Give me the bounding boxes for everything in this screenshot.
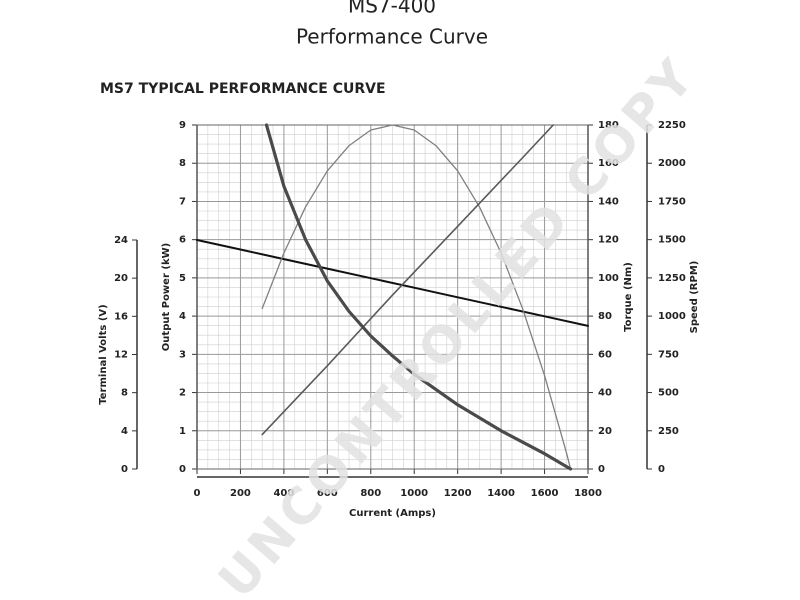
page-subtitle: Performance Curve <box>296 25 488 49</box>
y-tick-label: 140 <box>598 196 619 207</box>
y-tick-label: 24 <box>114 235 128 246</box>
y-tick-label: 7 <box>179 196 186 207</box>
x-axis-title: Current (Amps) <box>349 508 436 519</box>
x-tick-label: 0 <box>194 488 201 499</box>
y-tick-label: 250 <box>658 426 679 437</box>
x-tick-label: 200 <box>230 488 251 499</box>
y-tick-label: 4 <box>121 426 128 437</box>
y-tick-label: 3 <box>179 349 186 360</box>
y-tick-label: 750 <box>658 349 679 360</box>
y-tick-label: 12 <box>114 350 128 361</box>
y-tick-label: 5 <box>179 273 186 284</box>
x-tick-label: 1400 <box>487 488 515 499</box>
x-tick-label: 1800 <box>574 488 602 499</box>
y-tick-label: 8 <box>179 158 186 169</box>
axes: 0 200 400 600 800 1000 1200 1400 1600 1800Current… <box>98 120 700 519</box>
x-tick-label: 400 <box>273 488 294 499</box>
y-tick-label: 1 <box>179 426 186 437</box>
y-tick-label: 60 <box>598 349 612 360</box>
y-tick-label: 2000 <box>658 158 686 169</box>
y-axis-title: Output Power (kW) <box>161 243 172 351</box>
page-title: MS7-400 <box>348 0 436 18</box>
y-tick-label: 180 <box>598 120 619 131</box>
x-tick-label: 1200 <box>444 488 472 499</box>
x-tick-label: 1600 <box>531 488 559 499</box>
y-tick-label: 1750 <box>658 196 686 207</box>
series-line <box>261 124 572 470</box>
series-line <box>196 239 589 327</box>
y-tick-label: 1500 <box>658 235 686 246</box>
y-tick-label: 9 <box>179 120 186 131</box>
y-tick-label: 6 <box>179 235 186 246</box>
y-tick-label: 0 <box>179 464 186 475</box>
y-tick-label: 2250 <box>658 120 686 131</box>
y-tick-label: 120 <box>598 235 619 246</box>
y-tick-label: 0 <box>121 464 128 475</box>
x-tick-label: 600 <box>317 488 338 499</box>
y-axis-title: Terminal Volts (V) <box>98 304 109 404</box>
y-tick-label: 20 <box>114 273 128 284</box>
x-tick-label: 800 <box>360 488 381 499</box>
y-axis-title: Torque (Nm) <box>623 262 634 332</box>
y-tick-label: 0 <box>598 464 605 475</box>
chart-title: MS7 TYPICAL PERFORMANCE CURVE <box>100 81 386 97</box>
y-tick-label: 0 <box>658 464 665 475</box>
y-tick-label: 500 <box>658 388 679 399</box>
y-axis-title: Speed (RPM) <box>689 261 700 334</box>
y-tick-label: 4 <box>179 311 186 322</box>
y-tick-label: 100 <box>598 273 619 284</box>
y-tick-label: 1250 <box>658 273 686 284</box>
y-tick-label: 40 <box>598 388 612 399</box>
series-line <box>261 124 554 436</box>
y-tick-label: 16 <box>114 311 128 322</box>
y-tick-label: 160 <box>598 158 619 169</box>
y-tick-label: 80 <box>598 311 612 322</box>
lines <box>196 123 589 471</box>
y-tick-label: 8 <box>121 388 128 399</box>
y-tick-label: 1000 <box>658 311 686 322</box>
x-tick-label: 1000 <box>400 488 428 499</box>
y-tick-label: 20 <box>598 426 612 437</box>
series-line <box>264 123 573 471</box>
y-tick-label: 2 <box>179 388 186 399</box>
